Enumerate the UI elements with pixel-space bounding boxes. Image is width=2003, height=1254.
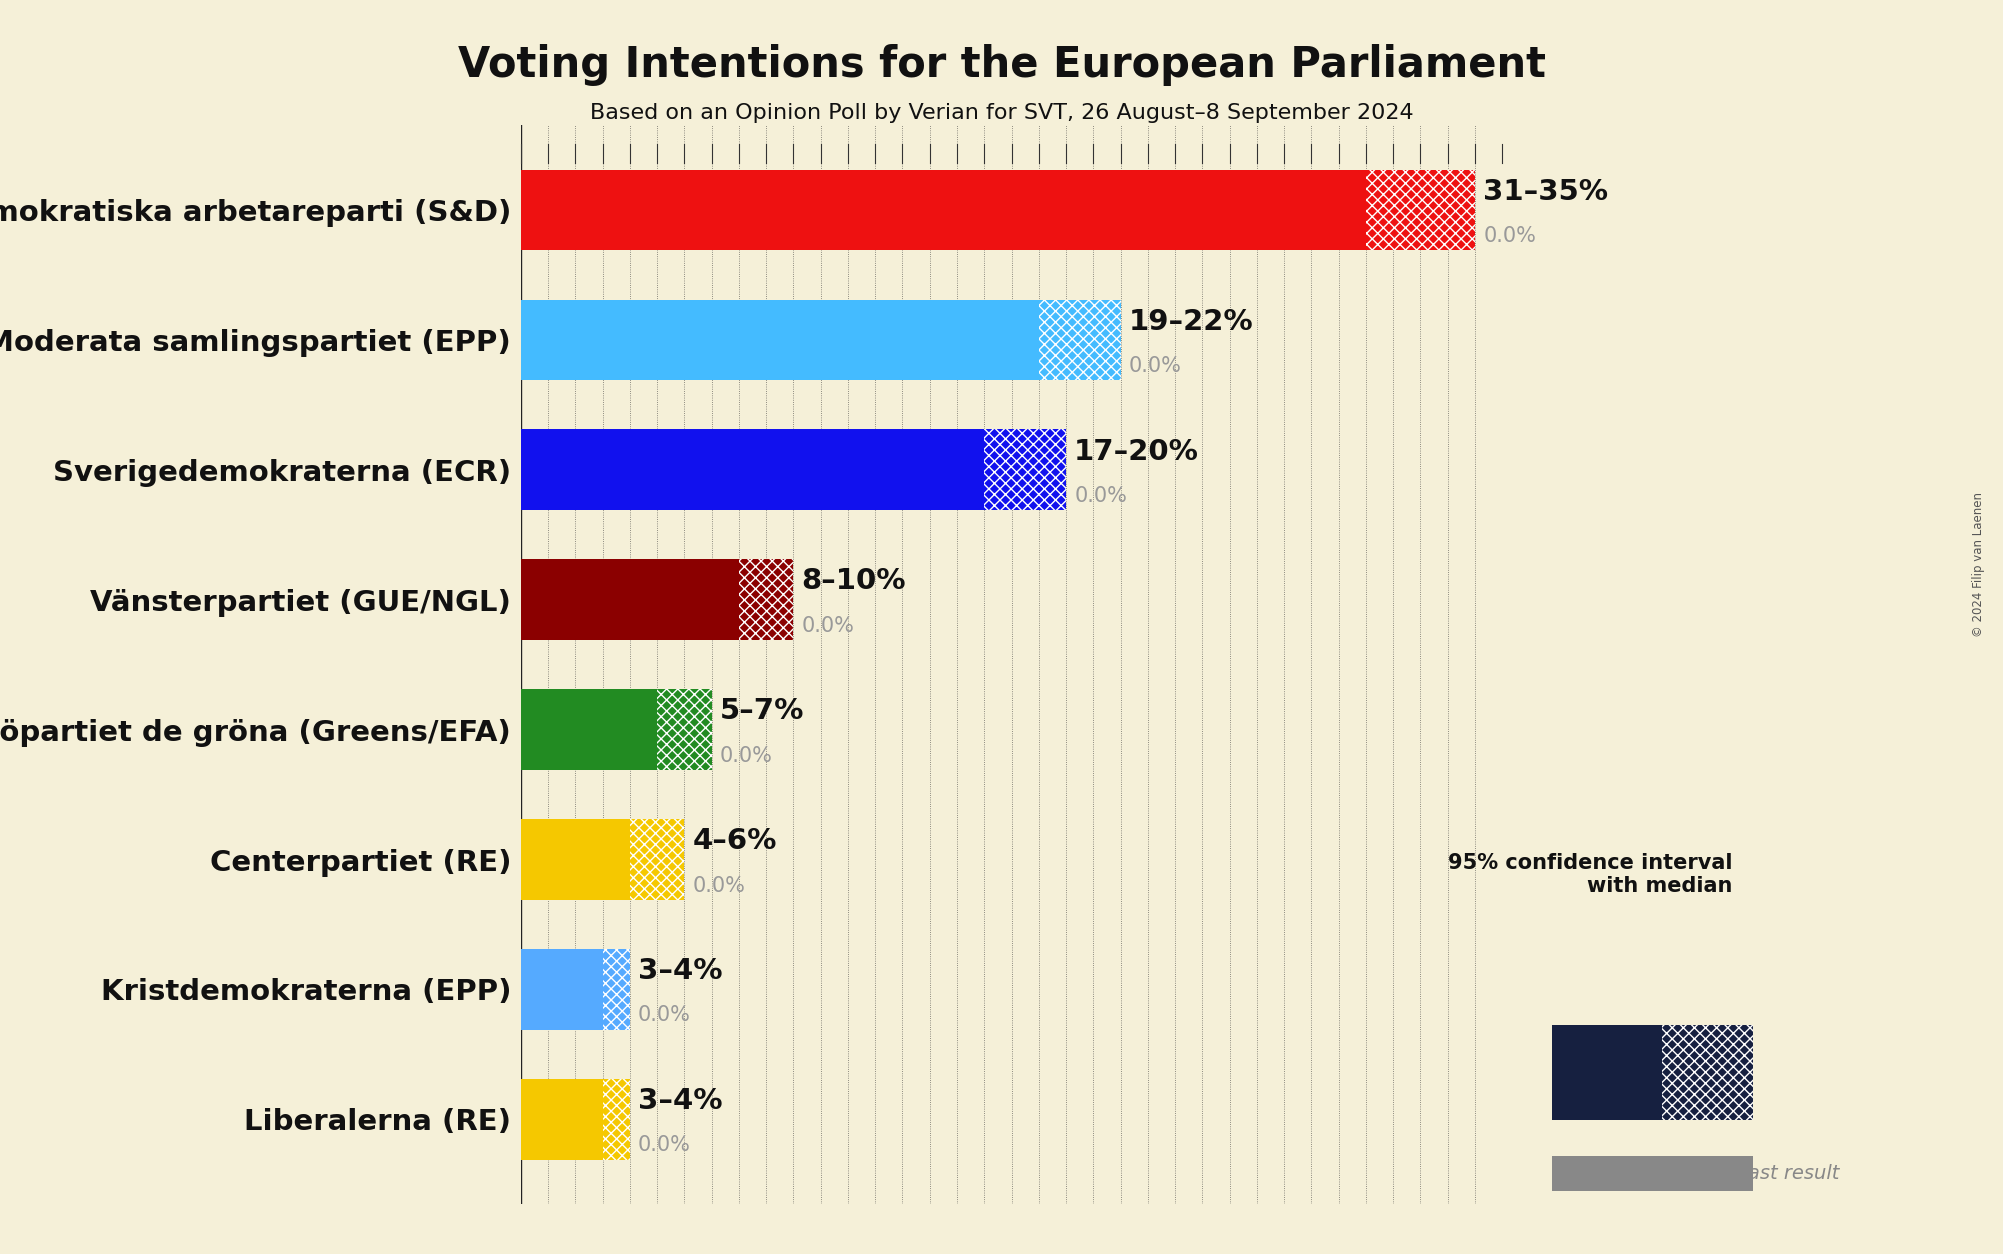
Bar xyxy=(983,429,1066,510)
Text: © 2024 Filip van Laenen: © 2024 Filip van Laenen xyxy=(1973,492,1985,637)
Text: 19–22%: 19–22% xyxy=(1130,307,1254,336)
Bar xyxy=(521,559,739,640)
Bar xyxy=(521,169,1366,250)
Bar xyxy=(521,819,629,900)
Bar xyxy=(629,819,685,900)
Bar xyxy=(1040,300,1120,380)
Text: 0.0%: 0.0% xyxy=(693,875,745,895)
Bar xyxy=(657,690,711,770)
Text: 0.0%: 0.0% xyxy=(1074,485,1128,505)
Text: 31–35%: 31–35% xyxy=(1482,178,1608,206)
Text: 4–6%: 4–6% xyxy=(693,828,777,855)
Text: 0.0%: 0.0% xyxy=(1482,226,1536,246)
Bar xyxy=(603,1080,629,1160)
Text: 17–20%: 17–20% xyxy=(1074,438,1200,465)
Bar xyxy=(1552,1025,1662,1120)
Bar xyxy=(521,300,1040,380)
Bar xyxy=(521,429,983,510)
Text: 8–10%: 8–10% xyxy=(801,568,905,596)
Text: 0.0%: 0.0% xyxy=(801,616,855,636)
Bar xyxy=(739,559,793,640)
Text: 5–7%: 5–7% xyxy=(719,697,803,725)
Text: 0.0%: 0.0% xyxy=(639,1135,691,1155)
Text: 95% confidence interval
with median: 95% confidence interval with median xyxy=(1448,853,1733,895)
Text: Based on an Opinion Poll by Verian for SVT, 26 August–8 September 2024: Based on an Opinion Poll by Verian for S… xyxy=(589,103,1414,123)
Text: 0.0%: 0.0% xyxy=(1130,356,1182,376)
Bar xyxy=(521,949,603,1030)
Bar xyxy=(521,690,657,770)
Text: 3–4%: 3–4% xyxy=(639,1087,723,1115)
Bar xyxy=(1662,1025,1753,1120)
Text: 0.0%: 0.0% xyxy=(719,746,773,766)
Text: 3–4%: 3–4% xyxy=(639,957,723,986)
Text: Last result: Last result xyxy=(1737,1164,1839,1184)
Bar xyxy=(1366,169,1474,250)
Text: 0.0%: 0.0% xyxy=(639,1006,691,1026)
Text: Voting Intentions for the European Parliament: Voting Intentions for the European Parli… xyxy=(457,44,1546,85)
Bar xyxy=(603,949,629,1030)
Bar xyxy=(521,1080,603,1160)
